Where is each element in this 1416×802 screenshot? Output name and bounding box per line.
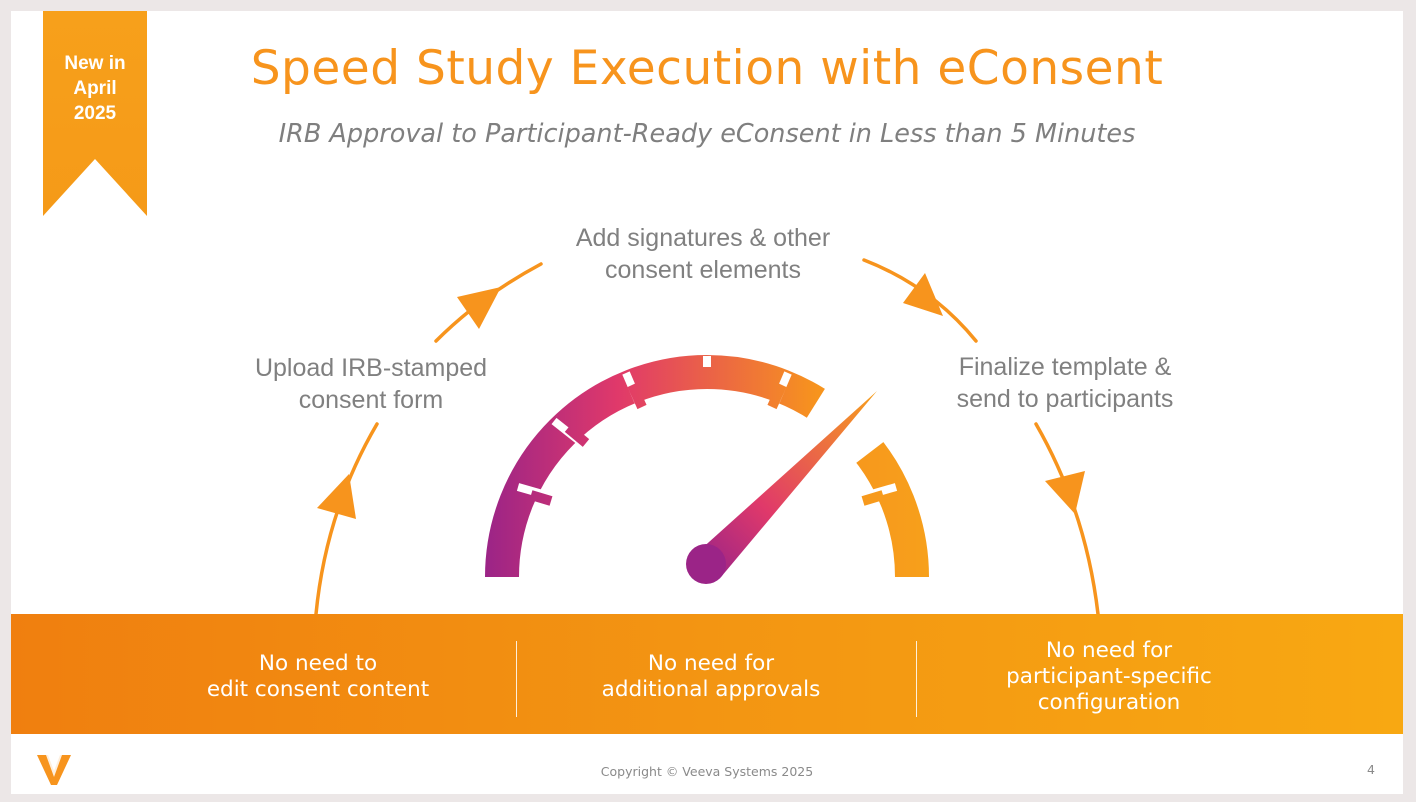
step-finalize: Finalize template & send to participants [925, 351, 1205, 415]
step-upload: Upload IRB-stamped consent form [233, 352, 509, 416]
slide: New in April 2025 Speed Study Execution … [11, 11, 1403, 794]
benefit-1-line-1: No need to [258, 651, 378, 676]
step-finalize-line-2: send to participants [956, 385, 1174, 413]
speed-gauge-graphic [314, 258, 1100, 616]
step-upload-line-1: Upload IRB-stamped [254, 354, 488, 382]
slide-subtitle: IRB Approval to Participant-Ready eConse… [278, 119, 1136, 149]
step-add-line-1: Add signatures & other [575, 224, 831, 252]
benefit-edit-content: No need to edit consent content [161, 651, 475, 703]
new-badge-ribbon [43, 11, 147, 216]
benefit-2-line-2: additional approvals [601, 677, 821, 702]
step-add-line-2: consent elements [605, 256, 801, 284]
page-number: 4 [1367, 762, 1375, 777]
benefit-divider [516, 641, 517, 717]
badge-line-2: April [73, 78, 117, 99]
gauge-needle [686, 391, 877, 584]
benefit-configuration: No need for participant-specific configu… [956, 638, 1262, 716]
step-upload-line-2: consent form [298, 386, 444, 414]
benefit-divider [916, 641, 917, 717]
arrow-heads [317, 273, 1085, 519]
benefit-1-line-2: edit consent content [206, 677, 430, 702]
benefit-2-line-1: No need for [647, 651, 775, 676]
step-add-signatures: Add signatures & other consent elements [543, 222, 863, 286]
veeva-logo-icon [37, 755, 71, 785]
benefit-approvals: No need for additional approvals [556, 651, 866, 703]
benefit-3-line-1: No need for [1045, 638, 1173, 663]
badge-line-1: New in [64, 53, 126, 74]
badge-line-3: 2025 [73, 103, 117, 124]
benefit-3-line-2: participant-specific [1006, 664, 1212, 689]
copyright-text: Copyright © Veeva Systems 2025 [600, 764, 814, 779]
gauge-arc [485, 355, 929, 578]
benefit-3-line-3: configuration [1037, 690, 1181, 715]
step-finalize-line-1: Finalize template & [958, 353, 1172, 381]
benefits-band: No need to edit consent content No need … [11, 614, 1403, 734]
new-badge-text: New in April 2025 [43, 51, 147, 126]
slide-title: Speed Study Execution with eConsent [250, 41, 1164, 96]
